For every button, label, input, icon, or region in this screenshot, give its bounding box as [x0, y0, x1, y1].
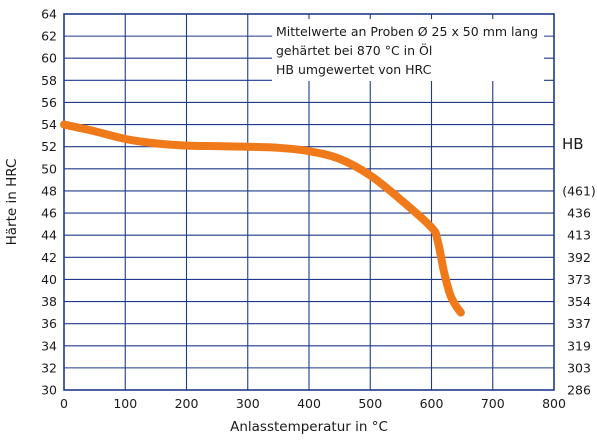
hb-tick-label: 436 [567, 206, 591, 221]
hb-tick-labels: (461) 436 413 392 373 354 337 319 303 286 [562, 183, 596, 397]
hb-tick-label: (461) [562, 183, 596, 198]
y-tick-label: 36 [41, 316, 57, 331]
y-axis-label: Härte in HRC [4, 159, 20, 246]
y-tick-label: 30 [41, 383, 57, 398]
y-tick-label: 54 [41, 117, 57, 132]
hb-tick-label: 303 [567, 360, 591, 375]
y-tick-label: 34 [41, 338, 57, 353]
x-tick-label: 800 [542, 396, 566, 411]
hb-tick-label: 373 [567, 272, 591, 287]
x-tick-label: 300 [236, 396, 260, 411]
annotation-line-2: gehärtet bei 870 °C in Öl [276, 42, 432, 58]
hb-tick-label: 392 [567, 250, 591, 265]
y-tick-label: 40 [41, 272, 57, 287]
y-tick-label: 32 [41, 360, 57, 375]
y-tick-label: 42 [41, 250, 57, 265]
y-tick-label: 58 [41, 73, 57, 88]
y-tick-label: 64 [41, 7, 57, 22]
x-axis-label: Anlasstemperatur in °C [230, 419, 388, 435]
hb-tick-label: 286 [567, 383, 591, 398]
y-tick-label: 44 [41, 228, 57, 243]
y-tick-label: 62 [41, 29, 57, 44]
hb-tick-label: 354 [567, 294, 591, 309]
y-tick-labels: 30 32 34 36 38 40 42 44 46 48 50 52 54 56 58 60 62 64 [41, 7, 57, 398]
plot-frame [63, 13, 555, 391]
y-tick-label: 56 [41, 95, 57, 110]
x-tick-label: 700 [481, 396, 505, 411]
x-tick-labels: 0 100 200 300 400 500 600 700 800 [60, 396, 566, 411]
y-tick-label: 38 [41, 294, 57, 309]
hb-tick-label: 319 [567, 338, 591, 353]
annotation-box [272, 19, 544, 81]
x-tick-label: 600 [420, 396, 444, 411]
x-tick-label: 500 [358, 396, 382, 411]
hb-axis-title: HB [562, 135, 584, 153]
x-tick-label: 0 [60, 396, 68, 411]
y-tick-label: 52 [41, 139, 57, 154]
hb-tick-label: 337 [567, 316, 591, 331]
annotation-line-3: HB umgewertet von HRC [276, 62, 432, 77]
y-tick-label: 46 [41, 206, 57, 221]
series-line-hardness [60, 120, 465, 317]
hb-tick-label: 413 [567, 228, 591, 243]
x-tick-label: 100 [113, 396, 137, 411]
y-tick-label: 48 [41, 183, 57, 198]
x-tick-label: 400 [297, 396, 321, 411]
y-tick-label: 60 [41, 51, 57, 66]
annotation-line-1: Mittelwerte an Proben Ø 25 x 50 mm lang [276, 24, 538, 39]
y-tick-label: 50 [41, 161, 57, 176]
x-tick-label: 200 [175, 396, 199, 411]
